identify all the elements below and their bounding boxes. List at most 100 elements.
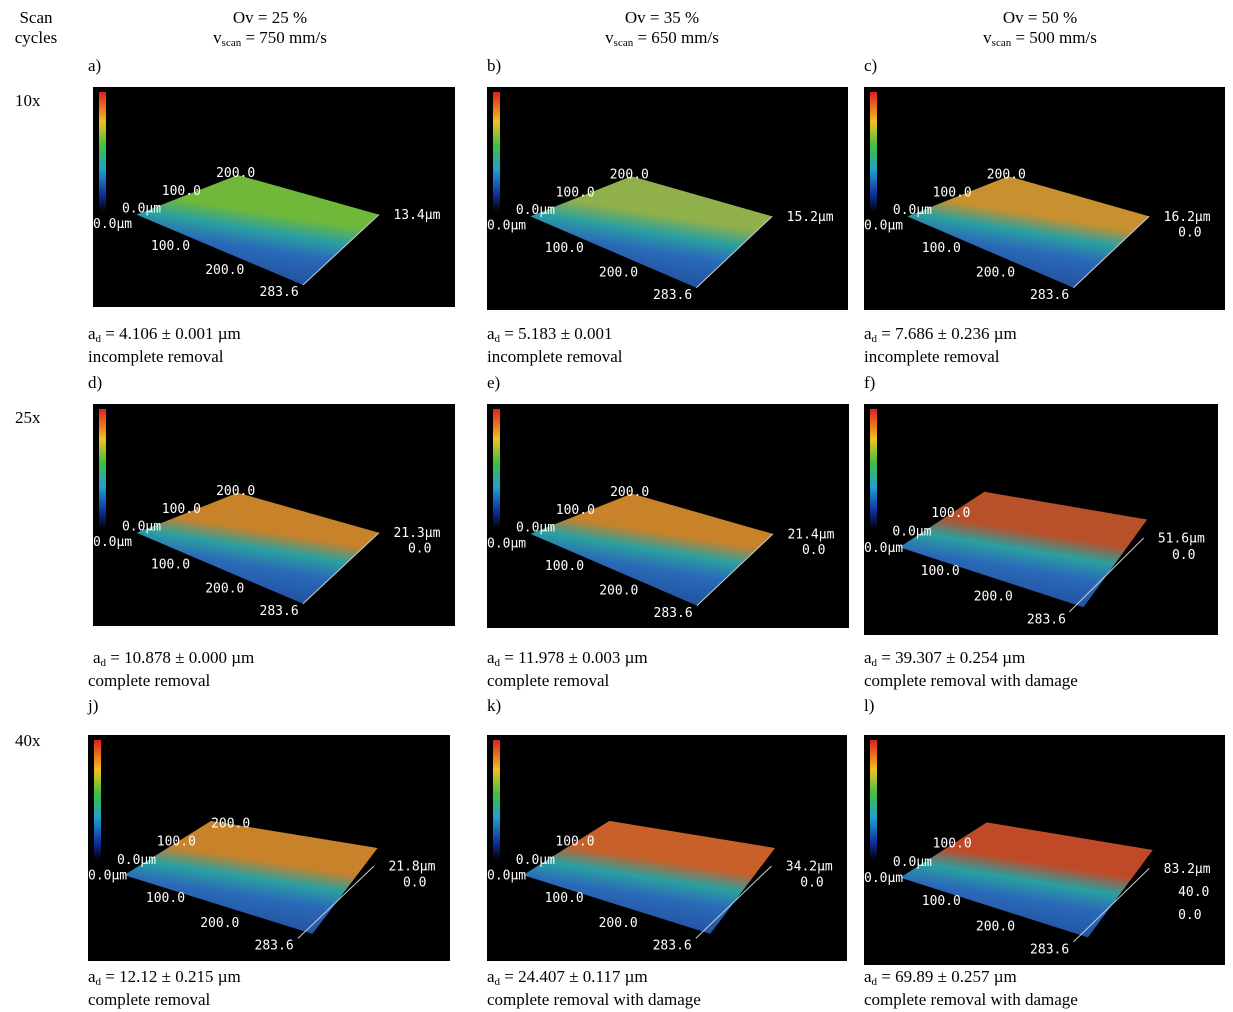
color-scale [493, 92, 500, 212]
image-label: 0.0µm [893, 855, 932, 870]
depth-sub: d [100, 657, 107, 669]
image-label: 40.0 [1178, 885, 1209, 900]
image-label: 0.0 [1172, 548, 1195, 563]
depth: ad = 69.89 ± 0.257 µm [864, 967, 1017, 988]
axis-line [696, 533, 774, 606]
image-label: 0.0µm [93, 535, 132, 550]
image-label: 100.0 [556, 503, 595, 518]
result: complete removal [88, 990, 211, 1009]
surface [136, 175, 379, 285]
surface-image: 200.0100.00.0µm0.0µm100.0200.0283.621.4µ… [487, 404, 849, 628]
depth-value: = 10.878 ± 0.000 µm [106, 648, 255, 667]
image-label: 200.0 [610, 485, 649, 500]
axis-line [1068, 537, 1145, 613]
image-label: 200.0 [205, 263, 244, 278]
depth-symbol: a [88, 324, 96, 343]
speed-symbol: v [213, 28, 222, 47]
row-header-line: Scan [19, 8, 53, 27]
image-label: 283.6 [1030, 943, 1069, 958]
depth-sub: d [871, 976, 878, 988]
scan-cycles: 40x [15, 731, 41, 750]
depth-value: = 39.307 ± 0.254 µm [877, 648, 1026, 667]
depth-symbol: a [93, 648, 101, 667]
image-label: 100.0 [157, 835, 196, 850]
scan-cycles: 25x [15, 408, 41, 427]
panel-letter: f) [864, 373, 876, 392]
image-label: 283.6 [653, 288, 692, 303]
axis-line [695, 865, 772, 939]
depth: ad = 24.407 ± 0.117 µm [487, 967, 648, 988]
image-label: 200.0 [599, 583, 638, 598]
depth: ad = 39.307 ± 0.254 µm [864, 648, 1026, 669]
depth-sub: d [871, 333, 878, 345]
image-label: 100.0 [151, 557, 190, 572]
image-label: 100.0 [545, 241, 584, 256]
image-label: 100.0 [921, 564, 960, 579]
surface-image: 200.0100.00.0µm0.0µm100.0200.0283.621.8µ… [88, 735, 450, 961]
image-label: 200.0 [976, 266, 1015, 281]
speed-value: = 650 mm/s [633, 28, 719, 47]
depth-symbol: a [88, 967, 96, 986]
depth: ad = 12.12 ± 0.215 µm [88, 967, 241, 988]
image-label: 0.0 [403, 875, 426, 890]
speed-sub: scan [613, 37, 634, 49]
image-label: 283.6 [1030, 288, 1069, 303]
color-scale [870, 409, 877, 529]
overlap: Ov = 50 % [1002, 8, 1078, 27]
row-header: Scan cycles [15, 8, 57, 48]
speed-symbol: v [605, 28, 614, 47]
depth-sub: d [494, 333, 501, 345]
surface [900, 822, 1153, 938]
image-label: 0.0µm [892, 525, 931, 540]
image-label: 0.0µm [516, 853, 555, 868]
image-label: 0.0µm [487, 219, 526, 234]
result: complete removal [88, 671, 211, 690]
image-label: 16.2µm [1164, 210, 1211, 225]
result: complete removal with damage [864, 990, 1078, 1009]
image-label: 0.0µm [88, 869, 127, 884]
panel-letter: c) [864, 56, 878, 75]
image-label: 100.0 [922, 894, 961, 909]
speed-symbol: v [983, 28, 992, 47]
depth-value: = 69.89 ± 0.257 µm [877, 967, 1017, 986]
image-label: 0.0 [802, 543, 825, 558]
image-label: 200.0 [974, 589, 1013, 604]
image-label: 100.0 [545, 559, 584, 574]
overlap: Ov = 25 % [232, 8, 308, 27]
image-label: 200.0 [211, 817, 250, 832]
overlap: Ov = 35 % [624, 8, 700, 27]
result: complete removal with damage [864, 671, 1078, 690]
image-label: 283.6 [260, 604, 299, 619]
image-label: 100.0 [931, 506, 970, 521]
depth-sub: d [494, 657, 501, 669]
depth-sub: d [95, 333, 102, 345]
image-label: 34.2µm [786, 860, 833, 875]
column-header: Ov = 25 % vscan = 750 mm/s [213, 8, 327, 49]
image-label: 200.0 [205, 582, 244, 597]
image-label: 0.0µm [893, 203, 932, 218]
surface [899, 491, 1148, 608]
image-label: 0.0µm [516, 521, 555, 536]
image-label: 0.0µm [864, 871, 903, 886]
depth-value: = 12.12 ± 0.215 µm [101, 967, 241, 986]
image-label: 0.0µm [864, 541, 903, 556]
image-label: 100.0 [922, 241, 961, 256]
image-label: 100.0 [545, 891, 584, 906]
row-header-line: cycles [14, 28, 58, 47]
color-scale [493, 409, 500, 529]
image-label: 0.0 [1178, 908, 1201, 923]
depth: ad = 5.183 ± 0.001 [487, 324, 612, 345]
result: incomplete removal [864, 347, 1000, 366]
column-header: Ov = 50 % vscan = 500 mm/s [983, 8, 1097, 49]
surface-image: 100.00.0µm0.0µm100.0200.0283.683.2µm40.0… [864, 735, 1225, 965]
depth-symbol: a [864, 324, 872, 343]
image-label: 100.0 [933, 837, 972, 852]
surface [530, 176, 773, 288]
result: complete removal [487, 671, 610, 690]
image-label: 0.0µm [117, 853, 156, 868]
depth-value: = 11.978 ± 0.003 µm [500, 648, 648, 667]
image-label: 100.0 [933, 185, 972, 200]
